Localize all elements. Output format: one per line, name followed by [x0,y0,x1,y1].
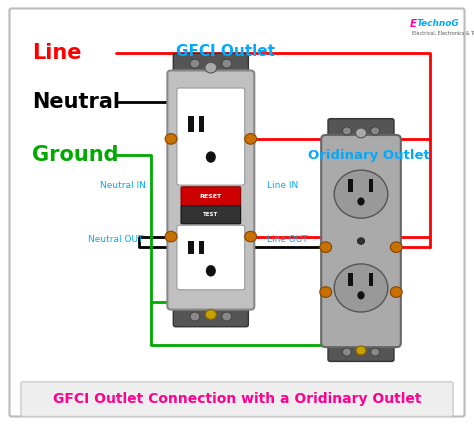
Ellipse shape [357,197,365,206]
Circle shape [371,348,380,356]
FancyBboxPatch shape [177,225,245,290]
Circle shape [245,133,256,144]
Bar [188,116,194,132]
FancyBboxPatch shape [173,54,248,80]
FancyBboxPatch shape [328,339,394,361]
Text: Neutral OUT: Neutral OUT [88,235,144,244]
Circle shape [245,231,256,242]
Text: Line: Line [32,43,82,63]
FancyBboxPatch shape [177,88,245,185]
Circle shape [320,242,332,252]
Bar [199,241,204,255]
Bar [369,273,374,286]
FancyBboxPatch shape [328,119,394,143]
Text: Ground: Ground [32,145,118,165]
Text: Neutral: Neutral [32,92,120,112]
Text: Electrical, Electronics & Technology: Electrical, Electronics & Technology [412,31,474,36]
Text: GFCI Outlet Connection with a Oridinary Outlet: GFCI Outlet Connection with a Oridinary … [53,392,421,406]
Text: RESET: RESET [200,194,222,199]
Ellipse shape [357,291,365,299]
FancyBboxPatch shape [173,300,248,327]
Circle shape [391,242,402,252]
Circle shape [165,133,177,144]
Ellipse shape [206,151,216,163]
FancyBboxPatch shape [167,71,254,309]
Circle shape [205,309,216,320]
Circle shape [342,127,351,135]
Text: E: E [410,19,417,29]
Bar [199,116,204,132]
Circle shape [356,128,366,138]
Text: TEST: TEST [203,212,219,217]
Circle shape [320,287,332,297]
Circle shape [205,62,217,73]
Bar [348,273,353,286]
Circle shape [371,127,380,135]
Circle shape [190,312,200,321]
Circle shape [165,231,177,242]
Bar [188,241,194,255]
Bar [348,179,353,192]
Text: Neutral IN: Neutral IN [100,181,146,190]
Circle shape [334,170,388,218]
Ellipse shape [206,265,216,277]
Bar [369,179,374,192]
Circle shape [190,59,200,68]
FancyBboxPatch shape [21,382,453,416]
Circle shape [342,348,351,356]
Circle shape [222,312,232,321]
Text: Oridinary Outlet: Oridinary Outlet [308,149,430,162]
Circle shape [391,287,402,297]
Circle shape [357,238,365,244]
Text: GFCI Outlet: GFCI Outlet [176,44,275,59]
Circle shape [222,59,232,68]
Text: TechnoG: TechnoG [417,19,459,28]
Circle shape [334,264,388,312]
Circle shape [356,346,366,355]
FancyBboxPatch shape [181,206,241,224]
Text: Line IN: Line IN [266,181,298,190]
FancyBboxPatch shape [181,187,241,207]
FancyBboxPatch shape [321,135,401,347]
Text: Line OUT: Line OUT [266,235,307,244]
